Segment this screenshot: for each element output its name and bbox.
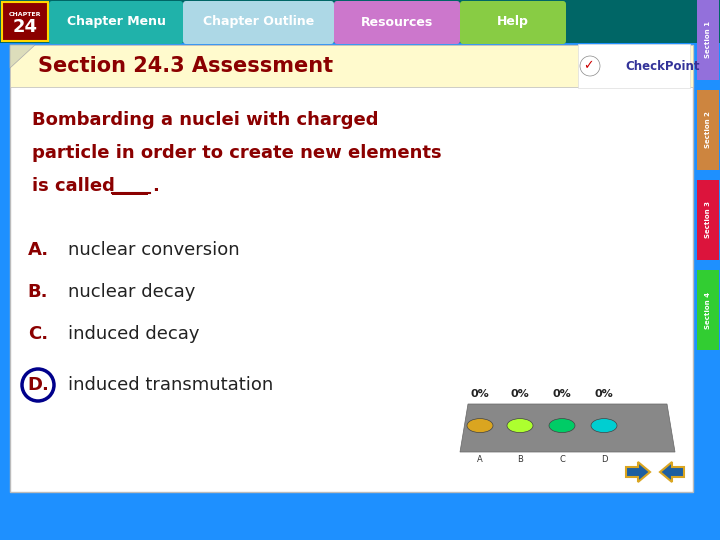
Circle shape — [580, 56, 600, 76]
Polygon shape — [10, 45, 35, 68]
Ellipse shape — [591, 418, 617, 433]
FancyBboxPatch shape — [460, 1, 566, 44]
Text: Section 2: Section 2 — [705, 112, 711, 149]
Circle shape — [22, 369, 54, 401]
FancyBboxPatch shape — [697, 0, 719, 80]
Text: B: B — [517, 456, 523, 464]
Text: Section 4: Section 4 — [705, 292, 711, 328]
FancyBboxPatch shape — [49, 1, 183, 44]
Polygon shape — [626, 462, 650, 482]
Ellipse shape — [467, 418, 493, 433]
Text: CheckPoint: CheckPoint — [625, 59, 700, 72]
Text: 0%: 0% — [510, 389, 529, 399]
Ellipse shape — [549, 418, 575, 433]
Text: Chapter Outline: Chapter Outline — [203, 16, 314, 29]
Text: is called: is called — [32, 177, 121, 195]
Text: CHAPTER: CHAPTER — [9, 11, 41, 17]
Text: induced decay: induced decay — [68, 325, 199, 343]
FancyBboxPatch shape — [697, 180, 719, 260]
Text: nuclear decay: nuclear decay — [68, 283, 195, 301]
Text: 0%: 0% — [553, 389, 572, 399]
Text: 0%: 0% — [471, 389, 490, 399]
Text: D.: D. — [27, 376, 49, 394]
Text: Bombarding a nuclei with charged: Bombarding a nuclei with charged — [32, 111, 379, 129]
Text: particle in order to create new elements: particle in order to create new elements — [32, 144, 441, 162]
Text: Section 24.3 Assessment: Section 24.3 Assessment — [38, 56, 333, 76]
Text: nuclear conversion: nuclear conversion — [68, 241, 240, 259]
Text: 0%: 0% — [595, 389, 613, 399]
FancyBboxPatch shape — [334, 1, 460, 44]
FancyBboxPatch shape — [2, 2, 48, 41]
FancyBboxPatch shape — [10, 45, 693, 87]
Text: C.: C. — [28, 325, 48, 343]
FancyBboxPatch shape — [697, 90, 719, 170]
Text: Chapter Menu: Chapter Menu — [66, 16, 166, 29]
Text: B.: B. — [28, 283, 48, 301]
FancyBboxPatch shape — [0, 0, 720, 43]
Polygon shape — [460, 404, 675, 452]
Text: Help: Help — [497, 16, 529, 29]
Text: ✓: ✓ — [582, 59, 593, 72]
Text: Section 3: Section 3 — [705, 201, 711, 239]
FancyBboxPatch shape — [697, 270, 719, 350]
Text: .: . — [152, 177, 159, 195]
Text: 24: 24 — [12, 18, 37, 36]
FancyBboxPatch shape — [183, 1, 334, 44]
Text: Section 1: Section 1 — [705, 22, 711, 58]
FancyBboxPatch shape — [10, 45, 693, 492]
Ellipse shape — [507, 418, 533, 433]
Text: ____: ____ — [112, 177, 148, 195]
Text: C: C — [559, 456, 565, 464]
Text: D: D — [600, 456, 607, 464]
FancyBboxPatch shape — [578, 44, 690, 88]
Text: induced transmutation: induced transmutation — [68, 376, 274, 394]
Polygon shape — [660, 462, 684, 482]
Text: Resources: Resources — [361, 16, 433, 29]
Text: A.: A. — [27, 241, 48, 259]
Text: A: A — [477, 456, 483, 464]
